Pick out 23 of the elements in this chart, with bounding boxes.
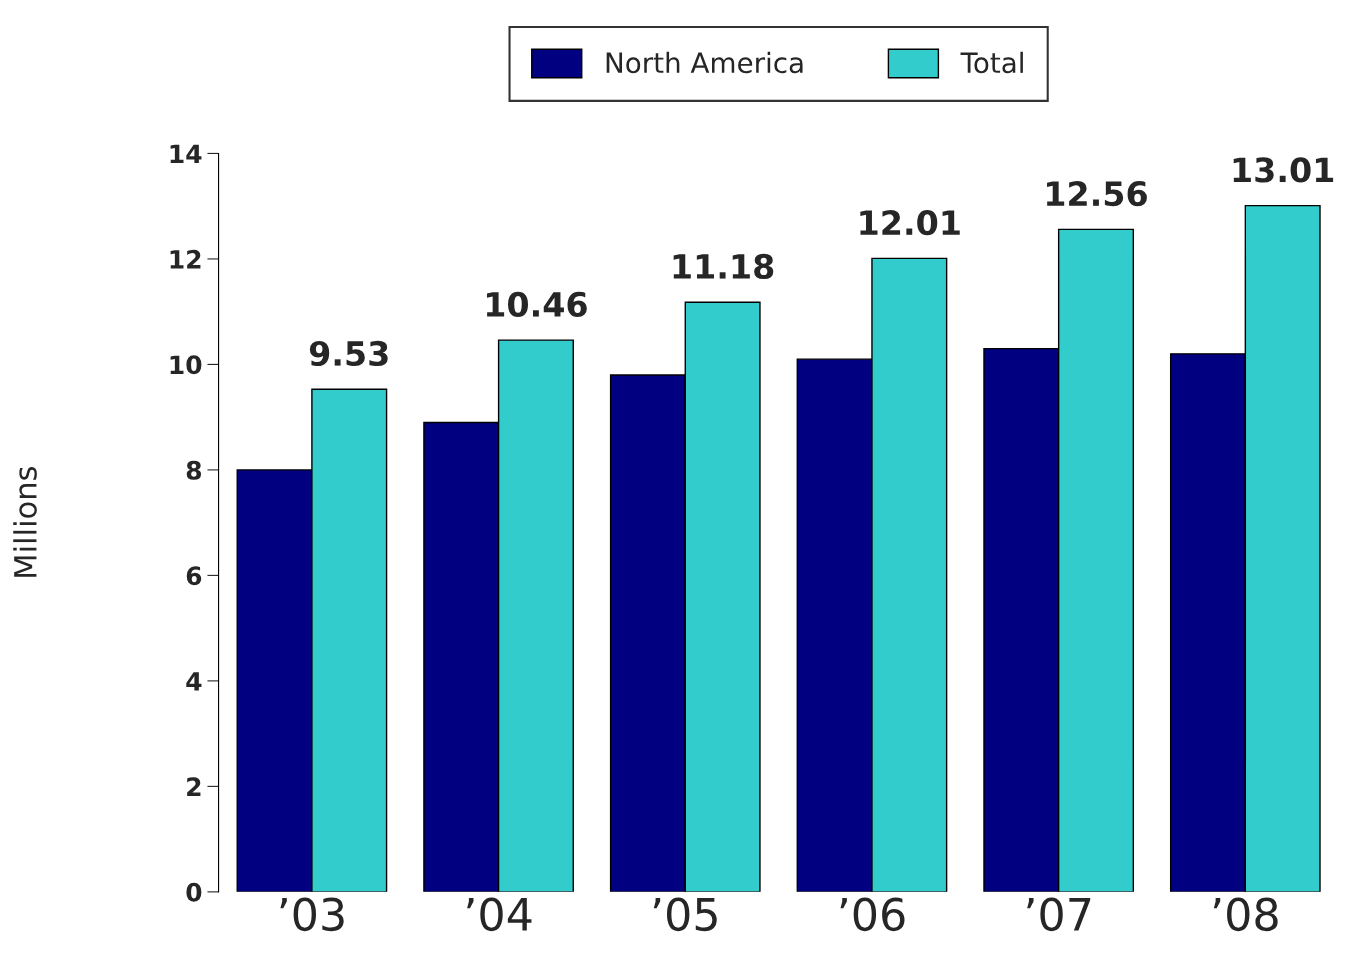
x-tick-label: ’03: [280, 897, 344, 932]
x-tick-label: ’05: [653, 897, 717, 932]
data-label: 11.18: [673, 253, 774, 280]
y-tick-label: 6: [186, 566, 202, 586]
x-tick-label: ’04: [467, 897, 532, 932]
y-axis-title: Millions: [13, 466, 37, 577]
x-tick-label: ’06: [840, 897, 905, 932]
y-tick-label: 10: [170, 355, 202, 375]
y-tick-label: 4: [186, 672, 202, 691]
data-label: 9.53: [309, 340, 388, 367]
x-tick-label: ’07: [1027, 897, 1091, 932]
legend-label: North America: [606, 51, 803, 74]
data-label: 13.01: [1233, 157, 1334, 183]
legend-label: Total: [960, 51, 1023, 74]
y-tick-label: 14: [170, 144, 202, 163]
y-tick-label: 12: [170, 249, 201, 269]
y-tick-label: 0: [186, 882, 202, 902]
data-label: 10.46: [486, 291, 587, 318]
data-label: 12.01: [860, 210, 960, 236]
y-tick-label: 8: [186, 460, 202, 480]
y-tick-label: 2: [187, 777, 201, 796]
x-tick-label: ’08: [1213, 897, 1278, 932]
data-label: 12.56: [1047, 181, 1147, 207]
